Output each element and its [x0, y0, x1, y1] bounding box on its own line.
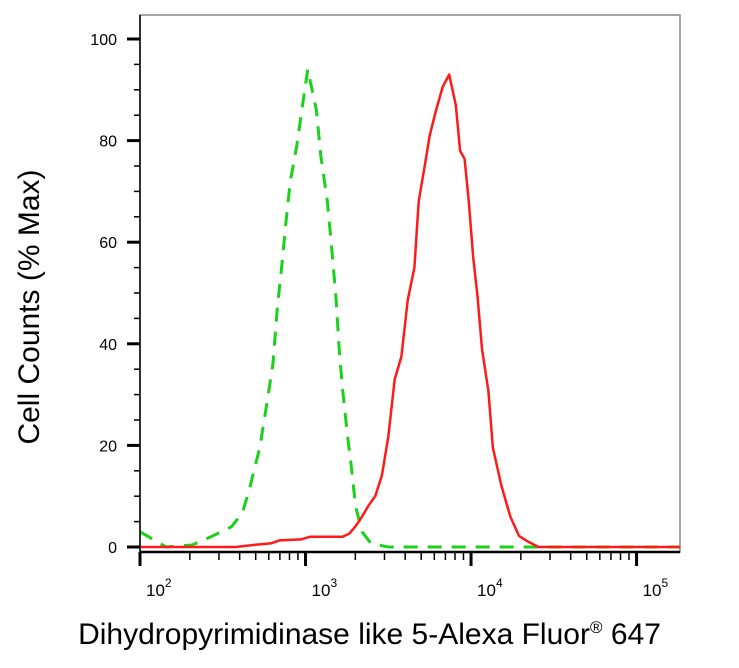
x-tick-exponent: 4 [496, 576, 503, 590]
x-axis-label: Dihydropyrimidinase like 5-Alexa Fluor® … [0, 618, 739, 652]
y-tick-label: 40 [99, 337, 117, 354]
series-line-1 [140, 73, 680, 549]
y-axis-label: Cell Counts (% Max) [13, 169, 46, 445]
x-tick-exponent: 3 [330, 576, 337, 590]
x-tick-base: 10 [477, 581, 496, 600]
x-tick-base: 10 [312, 581, 331, 600]
x-tick-exponent: 2 [165, 576, 172, 590]
series-line-0 [139, 68, 680, 549]
x-tick-base: 10 [146, 581, 165, 600]
y-tick-label: 60 [99, 235, 117, 252]
x-tick-label: 103 [312, 576, 338, 600]
x-tick-label: 104 [477, 576, 503, 600]
y-tick-label: 20 [99, 438, 117, 455]
x-tick-exponent: 5 [661, 576, 668, 590]
x-tick-label: 105 [643, 576, 669, 600]
x-axis-label-tail: 647 [602, 618, 661, 651]
y-tick-label: 80 [99, 134, 117, 151]
y-tick-label: 0 [108, 540, 117, 557]
x-axis-label-registered: ® [589, 618, 603, 637]
x-axis-label-text: Dihydropyrimidinase like 5-Alexa Fluor [78, 618, 590, 651]
y-tick-label: 100 [90, 32, 117, 49]
x-tick-base: 10 [643, 581, 662, 600]
x-tick-label: 102 [146, 576, 172, 600]
